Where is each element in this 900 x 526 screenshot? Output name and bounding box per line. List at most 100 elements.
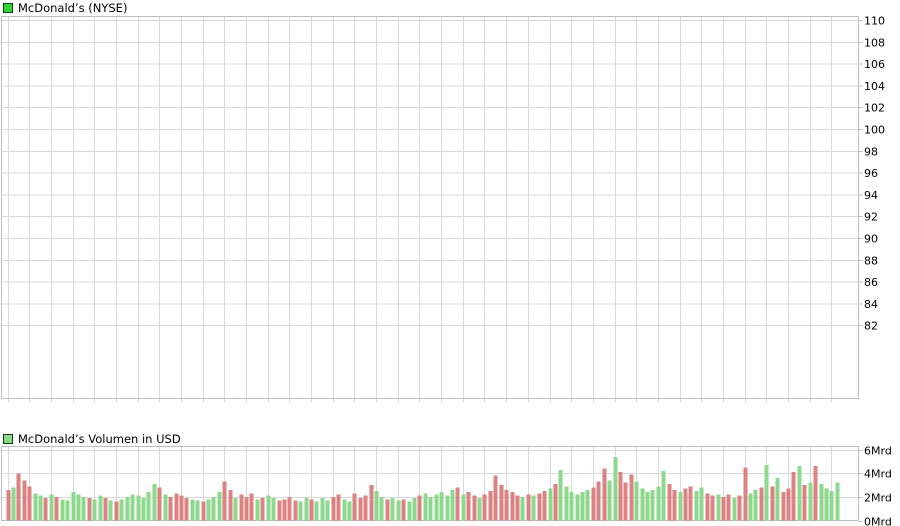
volume-bar xyxy=(190,499,195,521)
volume-bar xyxy=(407,501,412,521)
volume-bar xyxy=(688,486,693,521)
volume-bar xyxy=(396,500,401,521)
volume-bar xyxy=(43,498,48,521)
volume-bar xyxy=(65,500,70,521)
volume-bar xyxy=(510,492,515,521)
volume-bar xyxy=(553,483,558,521)
volume-bar xyxy=(412,498,417,521)
volume-bar xyxy=(569,492,574,521)
volume-bar xyxy=(618,472,623,521)
volume-bar xyxy=(16,473,21,521)
volume-bar xyxy=(379,496,384,521)
volume-bar xyxy=(645,492,650,521)
volume-bar xyxy=(694,491,699,521)
volume-bar xyxy=(656,486,661,521)
volume-bar xyxy=(607,480,612,521)
volume-bar xyxy=(748,493,753,521)
volume-bar xyxy=(363,495,368,521)
volume-bar xyxy=(640,488,645,521)
svg-text:88: 88 xyxy=(864,255,878,268)
volume-bar xyxy=(791,472,796,521)
volume-bar xyxy=(678,492,683,521)
volume-bar xyxy=(358,498,363,521)
svg-text:92: 92 xyxy=(864,211,878,224)
volume-bar xyxy=(81,496,86,521)
volume-bar xyxy=(249,493,254,521)
volume-bar xyxy=(282,499,287,521)
volume-bar xyxy=(564,486,569,521)
svg-text:94: 94 xyxy=(864,189,878,202)
volume-bar xyxy=(417,495,422,521)
volume-bar xyxy=(526,494,531,521)
volume-bar xyxy=(331,496,336,521)
volume-bars xyxy=(6,456,840,521)
volume-bar xyxy=(217,492,222,521)
volume-bar xyxy=(163,494,168,521)
volume-bar xyxy=(130,494,135,521)
volume-bar xyxy=(445,495,450,521)
volume-bar xyxy=(125,496,130,521)
volume-bar xyxy=(710,495,715,521)
volume-bar xyxy=(336,494,341,521)
volume-bar xyxy=(813,466,818,521)
volume-bar xyxy=(206,499,211,521)
volume-bar xyxy=(352,493,357,521)
volume-bar xyxy=(759,487,764,521)
volume-bar xyxy=(716,494,721,521)
volume-bar xyxy=(119,499,124,521)
svg-text:108: 108 xyxy=(864,37,885,50)
volume-bar xyxy=(320,498,325,521)
volume-bar xyxy=(136,495,141,521)
volume-bar xyxy=(49,494,54,521)
volume-bar xyxy=(298,501,303,521)
volume-bar xyxy=(808,482,813,521)
volume-bar xyxy=(613,456,618,521)
volume-bar xyxy=(824,488,829,521)
volume-bar xyxy=(558,469,563,521)
svg-text:90: 90 xyxy=(864,233,878,246)
volume-bar xyxy=(141,498,146,521)
volume-bar xyxy=(699,487,704,521)
volume-bar xyxy=(602,468,607,521)
volume-bar xyxy=(401,499,406,521)
volume-bar xyxy=(726,494,731,521)
svg-text:86: 86 xyxy=(864,276,878,289)
price-series-title: McDonald’s (NYSE) xyxy=(18,1,128,15)
volume-bar xyxy=(92,499,97,521)
volume-bar xyxy=(174,493,179,521)
volume-axis-labels: 0Mrd 2Mrd 4Mrd 6Mrd xyxy=(858,445,892,526)
volume-bar xyxy=(835,482,840,521)
volume-series-legend: McDonald’s Volumen in USD xyxy=(3,432,181,446)
volume-bar xyxy=(477,498,482,521)
svg-text:96: 96 xyxy=(864,167,878,180)
volume-bar xyxy=(114,501,119,521)
volume-bar xyxy=(428,496,433,521)
volume-bar xyxy=(650,489,655,521)
volume-bar xyxy=(482,494,487,521)
volume-bar xyxy=(683,488,688,521)
volume-bar xyxy=(829,491,834,521)
volume-bar xyxy=(455,487,460,521)
svg-text:102: 102 xyxy=(864,102,885,115)
volume-bar xyxy=(287,496,292,521)
volume-bar xyxy=(201,501,206,521)
volume-bar xyxy=(239,494,244,521)
volume-bar xyxy=(228,489,233,521)
volume-bar xyxy=(531,495,536,521)
volume-bar xyxy=(634,481,639,521)
volume-bar xyxy=(775,478,780,521)
volume-bar xyxy=(743,467,748,521)
svg-text:84: 84 xyxy=(864,298,878,311)
volume-bar xyxy=(146,492,151,521)
volume-bar xyxy=(347,501,352,521)
volume-bar xyxy=(434,494,439,521)
volume-bar xyxy=(369,485,374,521)
svg-text:6Mrd: 6Mrd xyxy=(864,445,892,458)
volume-bar xyxy=(672,489,677,521)
volume-bar xyxy=(472,495,477,521)
svg-text:82: 82 xyxy=(864,320,878,333)
volume-bar xyxy=(423,493,428,521)
volume-bar xyxy=(108,500,113,521)
volume-bar xyxy=(753,489,758,521)
